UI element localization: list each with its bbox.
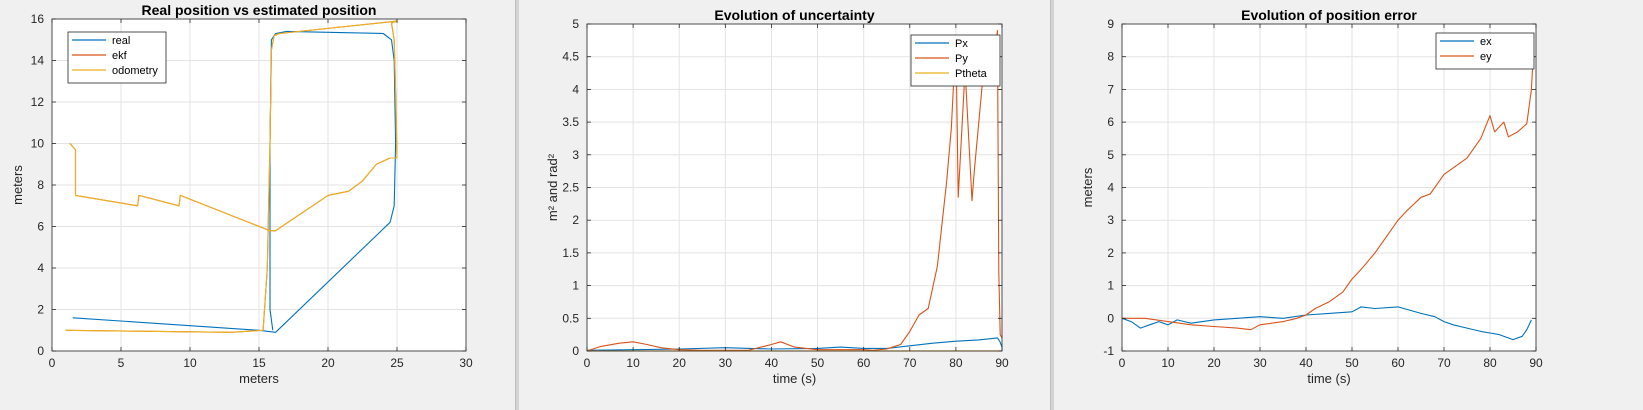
- chart-real-vs-estimated-position: 0 5 10 15 20 25 30 0 2 4 6 8 10 12 14 16 Real position v…: [10, 2, 473, 386]
- y-tick-label: 9: [1107, 17, 1114, 31]
- y-tick-label: 3: [1107, 213, 1114, 227]
- figure-panel-1: 0 5 10 15 20 25 30 0 2 4 6 8 10 12 14 16 Real position v…: [0, 0, 515, 410]
- x-tick-label: 0: [584, 356, 591, 370]
- figure-panel-3: 0 10 20 30 40 50 60 70 80 90 -1 0 1 2 3 4 5 6 7 8 9 Evolution…: [1054, 0, 1643, 410]
- chart-evolution-of-position-error: 0 10 20 30 40 50 60 70 80 90 -1 0 1 2 3 4 5 6 7 8 9 Evolution…: [1080, 7, 1543, 386]
- y-tick-label: 2: [572, 213, 579, 227]
- x-axis-label: time (s): [1307, 371, 1350, 386]
- y-tick-label: 0: [37, 344, 44, 358]
- legend: ex ey: [1435, 32, 1535, 70]
- legend-entry-odometry: odometry: [112, 65, 158, 77]
- y-tick-label: 0: [1107, 311, 1114, 325]
- series-line-ey: [1122, 46, 1535, 331]
- x-tick-label: 0: [49, 356, 56, 370]
- chart-title: Evolution of uncertainty: [714, 7, 874, 23]
- x-tick-label: 80: [949, 356, 963, 370]
- x-tick-label: 70: [1437, 356, 1451, 370]
- legend-entry-px: Px: [955, 38, 968, 50]
- x-tick-label: 90: [1529, 356, 1543, 370]
- y-tick-label: 0.5: [562, 311, 579, 325]
- y-tick-label: 7: [1107, 82, 1114, 96]
- legend-entry-py: Py: [955, 53, 968, 65]
- y-tick-label: 3.5: [562, 115, 579, 129]
- y-tick-label: 0: [572, 344, 579, 358]
- x-tick-label: 30: [1253, 356, 1267, 370]
- legend-box: [1435, 32, 1535, 70]
- series-lines: [65, 20, 398, 333]
- legend: Px Py Ptheta: [910, 34, 1001, 87]
- x-tick-label: 60: [857, 356, 871, 370]
- x-tick-label: 10: [626, 356, 640, 370]
- x-tick-label: 80: [1483, 356, 1497, 370]
- y-tick-label: 5: [572, 17, 579, 31]
- y-tick-label: 8: [37, 178, 44, 192]
- y-tick-label: 4: [37, 261, 44, 275]
- x-tick-label: 40: [1299, 356, 1313, 370]
- y-tick-label: 4.5: [562, 50, 579, 64]
- x-axis-label: meters: [239, 371, 279, 386]
- y-tick-label: 6: [37, 220, 44, 234]
- x-tick-label: 60: [1391, 356, 1405, 370]
- legend-entry-ey: ey: [1480, 51, 1492, 63]
- series-lines: [1121, 46, 1535, 341]
- legend-entry-real: real: [112, 35, 130, 47]
- legend: real ekf odometry: [67, 31, 167, 84]
- y-axis-label: meters: [1080, 167, 1095, 207]
- x-tick-label: 90: [995, 356, 1009, 370]
- x-tick-label: 40: [765, 356, 779, 370]
- y-tick-label: 2: [1107, 246, 1114, 260]
- y-tick-label: 2.5: [562, 181, 579, 195]
- ticks: 0 5 10 15 20 25 30 0 2 4 6 8 10 12 14 16: [31, 12, 473, 370]
- y-tick-label: -1: [1103, 344, 1114, 358]
- series-line-ex: [1121, 306, 1532, 341]
- y-tick-label: 16: [31, 12, 45, 26]
- legend-entry-ptheta: Ptheta: [955, 68, 988, 80]
- y-tick-label: 10: [31, 137, 45, 151]
- legend-entry-ekf: ekf: [112, 50, 128, 62]
- y-tick-label: 12: [31, 95, 45, 109]
- series-line-odometry: [65, 20, 398, 333]
- figure-panel-2: 0 10 20 30 40 50 60 70 80 90 0 0.5 1 1.5 2 2.5 3 3.5 4 4.5 5…: [519, 0, 1050, 410]
- x-tick-label: 30: [719, 356, 733, 370]
- x-tick-label: 25: [390, 356, 404, 370]
- ticks: 0 10 20 30 40 50 60 70 80 90 -1 0 1 2 3 4 5 6 7 8 9: [1103, 17, 1543, 370]
- y-tick-label: 4: [572, 82, 579, 96]
- y-axis-label: m² and rad²: [545, 153, 560, 221]
- y-tick-label: 1: [1107, 279, 1114, 293]
- x-tick-label: 0: [1119, 356, 1126, 370]
- x-tick-label: 20: [673, 356, 687, 370]
- y-tick-label: 6: [1107, 115, 1114, 129]
- chart-title: Evolution of position error: [1241, 7, 1417, 23]
- y-tick-label: 2: [37, 303, 44, 317]
- x-axis-label: time (s): [773, 371, 816, 386]
- x-tick-label: 10: [1161, 356, 1175, 370]
- y-tick-label: 1: [572, 279, 579, 293]
- y-axis-label: meters: [10, 165, 25, 205]
- chart-title: Real position vs estimated position: [142, 2, 377, 18]
- x-tick-label: 30: [459, 356, 473, 370]
- y-tick-label: 14: [31, 54, 45, 68]
- series-line-px: [586, 337, 1003, 351]
- series-line-py: [586, 29, 1003, 352]
- y-tick-label: 5: [1107, 148, 1114, 162]
- y-tick-label: 8: [1107, 50, 1114, 64]
- x-tick-label: 20: [1207, 356, 1221, 370]
- x-tick-label: 70: [903, 356, 917, 370]
- legend-entry-ex: ex: [1480, 36, 1492, 48]
- y-tick-label: 3: [572, 148, 579, 162]
- x-tick-label: 20: [321, 356, 335, 370]
- ticks: 0 10 20 30 40 50 60 70 80 90 0 0.5 1 1.5 2 2.5 3 3.5 4 4.5 5: [562, 17, 1009, 370]
- x-tick-label: 15: [252, 356, 266, 370]
- y-tick-label: 1.5: [562, 246, 579, 260]
- x-tick-label: 10: [183, 356, 197, 370]
- x-tick-label: 5: [118, 356, 125, 370]
- x-tick-label: 50: [811, 356, 825, 370]
- x-tick-label: 50: [1345, 356, 1359, 370]
- chart-evolution-of-uncertainty: 0 10 20 30 40 50 60 70 80 90 0 0.5 1 1.5 2 2.5 3 3.5 4 4.5 5…: [545, 7, 1009, 386]
- y-tick-label: 4: [1107, 181, 1114, 195]
